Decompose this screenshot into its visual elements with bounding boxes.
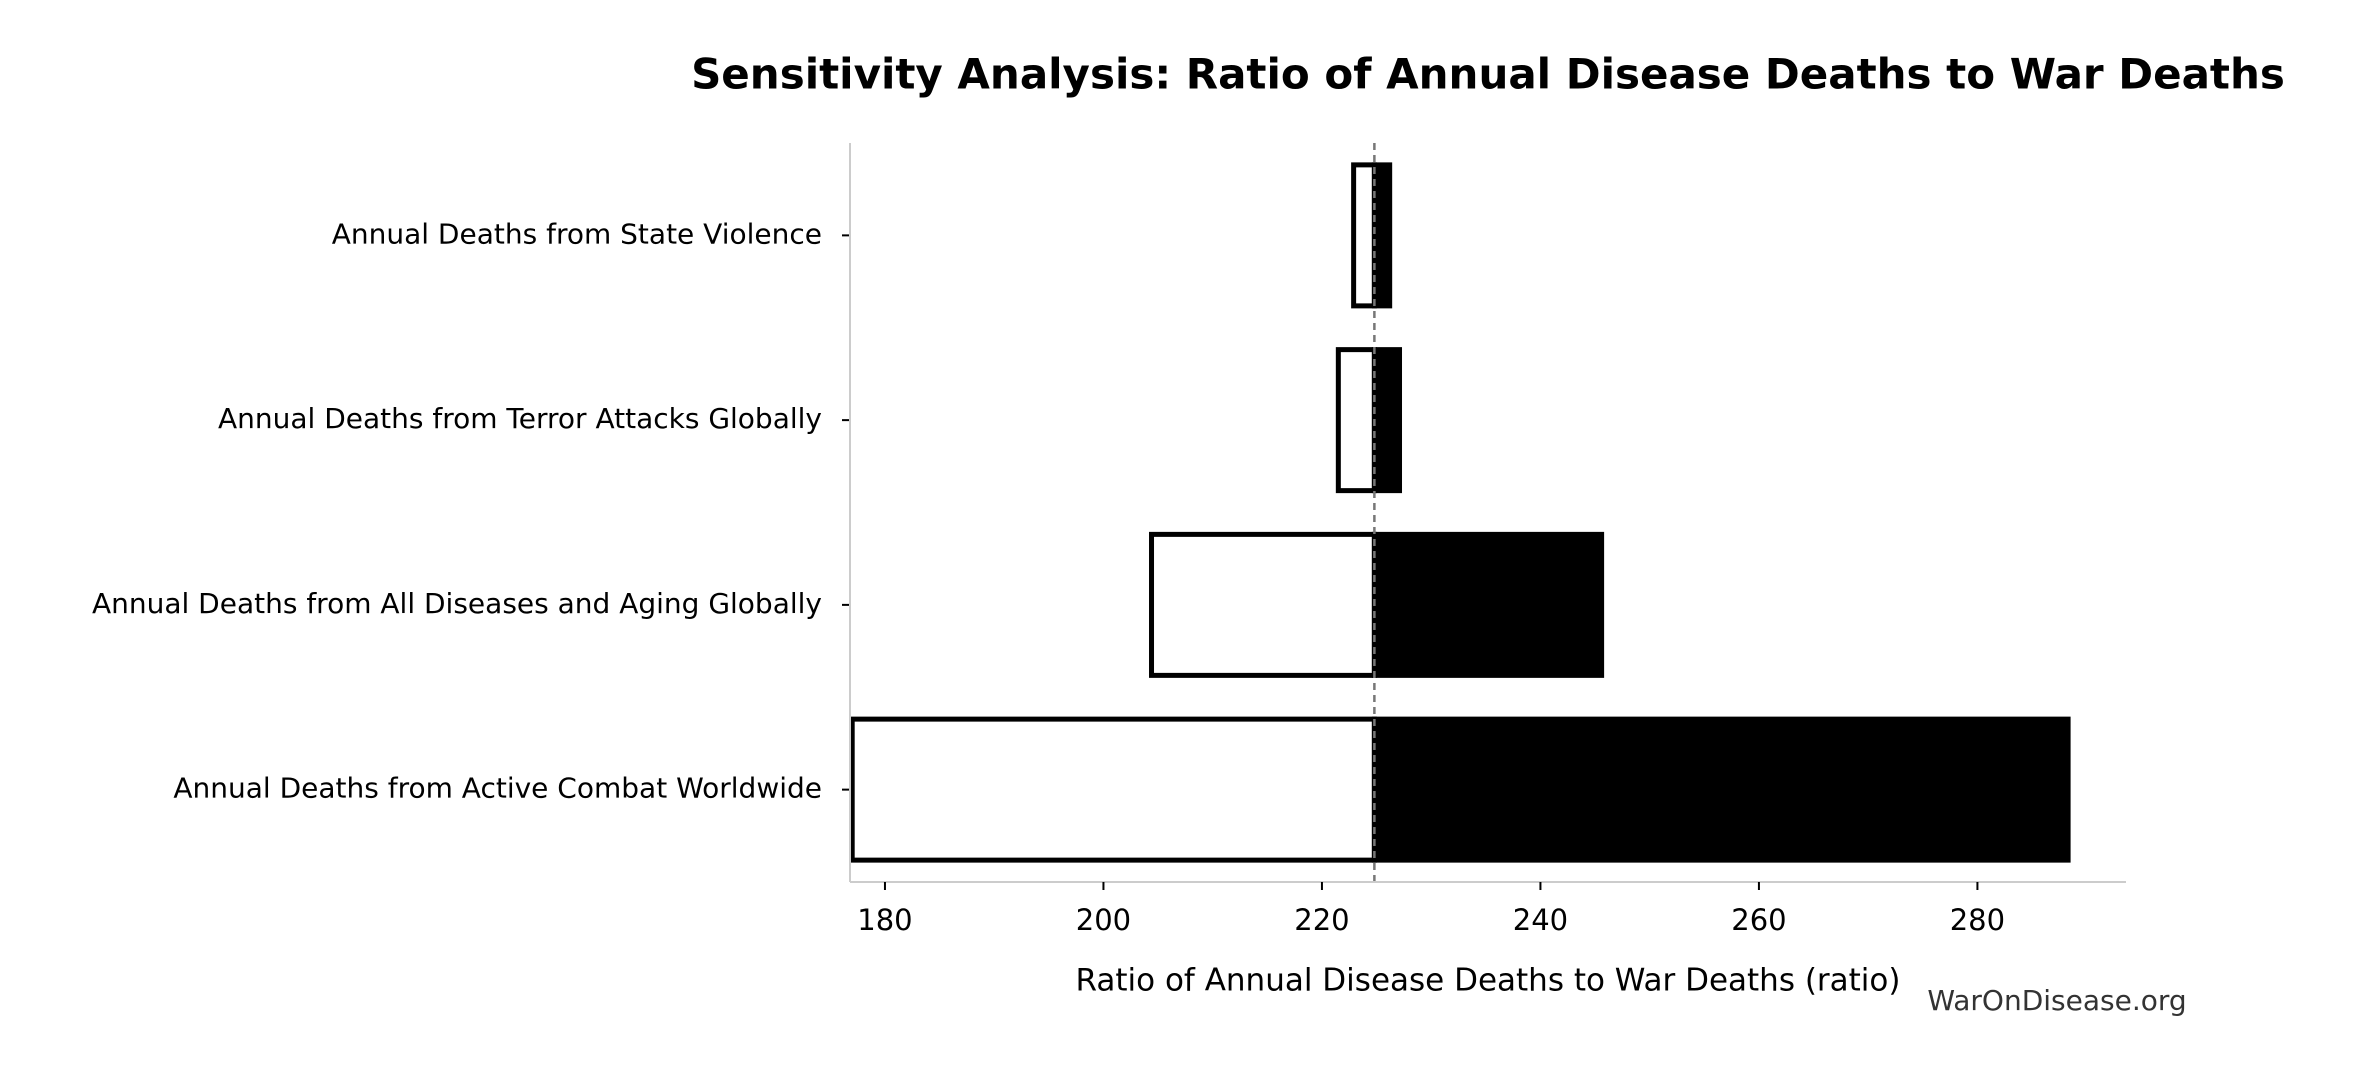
y-tick-label: Annual Deaths from All Diseases and Agin… bbox=[92, 587, 822, 620]
high-bar bbox=[1371, 347, 1403, 494]
y-tick-label: Annual Deaths from Active Combat Worldwi… bbox=[173, 772, 822, 805]
high-bar bbox=[1371, 531, 1605, 678]
x-tick-label: 220 bbox=[1294, 903, 1349, 937]
watermark: WarOnDisease.org bbox=[1927, 984, 2186, 1017]
x-tick-label: 180 bbox=[857, 903, 912, 937]
high-bar bbox=[1371, 716, 2071, 863]
x-tick-label: 280 bbox=[1950, 903, 2005, 937]
y-tick-label: Annual Deaths from Terror Attacks Global… bbox=[218, 402, 822, 435]
low-bar bbox=[1335, 347, 1377, 494]
low-bar bbox=[1149, 531, 1377, 678]
chart-title: Sensitivity Analysis: Ratio of Annual Di… bbox=[691, 50, 2285, 99]
high-bar bbox=[1371, 162, 1393, 309]
x-tick-label: 260 bbox=[1731, 903, 1786, 937]
y-tick-label: Annual Deaths from State Violence bbox=[332, 217, 822, 250]
low-bar bbox=[1351, 162, 1377, 309]
low-bar bbox=[849, 716, 1377, 863]
x-axis-label: Ratio of Annual Disease Deaths to War De… bbox=[1076, 963, 1901, 999]
x-tick-label: 240 bbox=[1513, 903, 1568, 937]
x-tick-label: 200 bbox=[1076, 903, 1131, 937]
